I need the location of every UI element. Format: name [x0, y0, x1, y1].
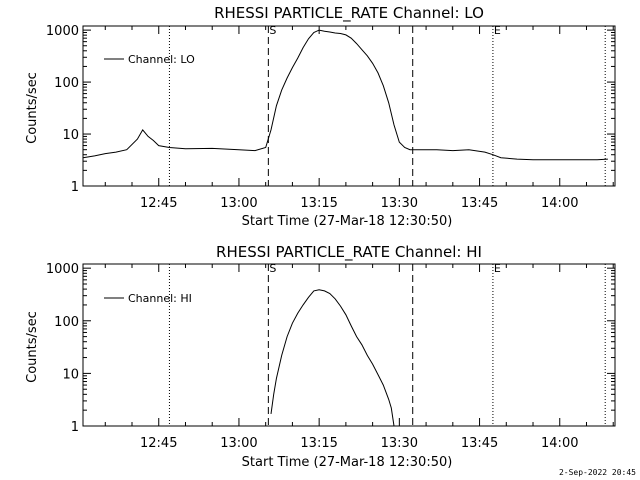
chart-marks: 1 10 100 1000 12:45 13:00 13:15 13:30 13:45 14:00…	[46, 24, 615, 211]
x-tick-label: 14:00	[541, 436, 578, 451]
time-marker-label: E	[494, 262, 501, 275]
x-tick-label: 13:45	[461, 196, 498, 211]
y-tick-label: 1	[71, 180, 79, 195]
chart-title: RHESSI PARTICLE_RATE Channel: HI	[216, 243, 482, 262]
x-tick-label: 14:00	[541, 196, 578, 211]
y-tick-label: 10	[62, 128, 79, 143]
plot-timestamp: 2-Sep-2022 20:45	[558, 468, 636, 477]
plot-frame	[82, 25, 616, 187]
x-tick-label: 13:00	[220, 196, 257, 211]
plot-frame	[82, 263, 616, 427]
legend: Channel: HI	[104, 292, 192, 305]
y-axis-label: Counts/sec	[25, 311, 40, 383]
time-marker-label: E	[494, 24, 501, 37]
series-line	[270, 289, 395, 427]
panel-hi: RHESSI PARTICLE_RATE Channel: HI Counts/…	[25, 243, 616, 470]
legend-entry: Channel: HI	[128, 292, 192, 305]
y-tick-label: 100	[54, 76, 79, 91]
series-line	[82, 29, 608, 161]
x-tick-label: 13:30	[381, 196, 418, 211]
x-tick-label: 13:30	[381, 436, 418, 451]
legend: Channel: LO	[104, 53, 195, 66]
x-tick-label: 12:45	[140, 436, 177, 451]
y-axis-label: Counts/sec	[25, 72, 40, 144]
x-axis-label: Start Time (27-Mar-18 12:30:50)	[242, 214, 453, 229]
y-tick-label: 10	[62, 367, 79, 382]
y-tick-label: 1	[71, 420, 79, 435]
chart-marks: 1 10 100 1000 12:45 13:00 13:15 13:30 13:45 14:00…	[46, 262, 615, 451]
x-axis-label: Start Time (27-Mar-18 12:30:50)	[242, 455, 453, 470]
x-tick-label: 13:15	[300, 196, 337, 211]
x-tick-label: 13:00	[220, 436, 257, 451]
x-tick-label: 12:45	[140, 196, 177, 211]
panel-lo: RHESSI PARTICLE_RATE Channel: LO Counts/…	[25, 4, 616, 229]
y-tick-label: 1000	[46, 262, 79, 277]
y-tick-label: 100	[54, 315, 79, 330]
x-tick-label: 13:15	[300, 436, 337, 451]
legend-entry: Channel: LO	[128, 53, 195, 66]
time-marker-label: S	[269, 24, 276, 37]
chart-title: RHESSI PARTICLE_RATE Channel: LO	[214, 4, 484, 23]
x-tick-label: 13:45	[461, 436, 498, 451]
y-tick-label: 1000	[46, 24, 79, 39]
time-marker-label: S	[269, 262, 276, 275]
